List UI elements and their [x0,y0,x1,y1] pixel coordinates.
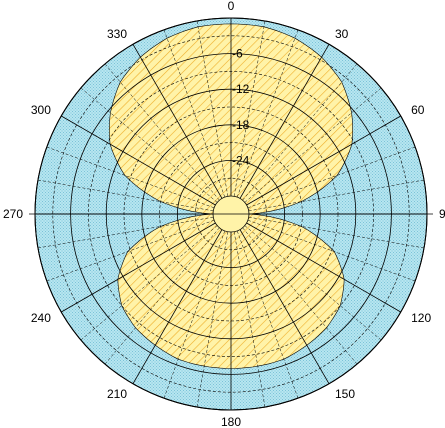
grid-spoke [246,115,401,206]
grid-spoke [61,115,216,206]
angle-label: 180 [221,415,241,428]
angle-label: 210 [107,387,127,401]
angle-label: 150 [335,387,355,401]
radial-tick-label: -6 [232,47,243,61]
radial-tick-label: -18 [232,118,250,132]
angle-label: 60 [411,103,425,117]
angle-label: 240 [31,311,51,325]
angle-label: 120 [411,311,431,325]
angle-label: 270 [3,207,23,221]
grid-spoke [246,222,401,313]
angle-label: 90 [439,207,445,221]
grid-spoke [132,229,223,384]
grid-spoke [239,44,330,199]
angle-label: 330 [107,27,127,41]
angle-label: 30 [335,27,349,41]
angle-label: 0 [228,0,235,13]
grid-spoke [61,222,216,313]
radial-tick-label: -12 [232,82,250,96]
angle-label: 300 [31,103,51,117]
grid-layer [29,17,433,411]
grid-spoke [239,229,330,384]
radial-tick-label: -24 [232,153,250,167]
radial-tick-label-group: -6 -12 -18 -24 [232,47,250,168]
angle-label-group: 0 30 60 90 120 150 180 210 240 270 300 330 [3,0,445,428]
grid-spoke [132,44,223,199]
